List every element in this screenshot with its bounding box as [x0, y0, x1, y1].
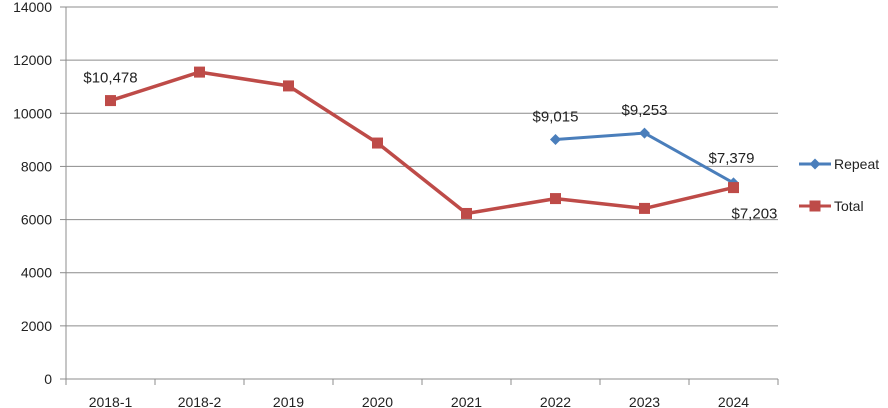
marker-total-2020 — [372, 137, 383, 149]
x-tick-label-2018-2: 2018-2 — [178, 394, 222, 408]
x-tick-label-2024: 2024 — [718, 394, 749, 408]
y-tick-label-10000: 10000 — [13, 105, 52, 121]
legend-marker-total — [809, 200, 821, 212]
series-lines — [109, 70, 735, 216]
x-tick-label-2018-1: 2018-1 — [89, 394, 133, 408]
series-line-repeat — [555, 131, 735, 185]
y-tick-label-6000: 6000 — [21, 212, 52, 228]
marker-total-2018-2 — [194, 66, 205, 78]
data-label-total-2024: $7,203 — [732, 206, 778, 223]
data-label-total-2018-1: $10,478 — [83, 70, 137, 87]
legend-marker-repeat — [809, 158, 821, 170]
y-tick-label-2000: 2000 — [21, 318, 52, 334]
x-tick-label-2019: 2019 — [273, 394, 304, 408]
y-tick-label-14000: 14000 — [13, 0, 52, 15]
data-label-repeat-2023: $9,253 — [622, 102, 668, 119]
axes — [60, 6, 779, 385]
legend: Repeat Total — [799, 156, 879, 214]
marker-total-2018-1 — [105, 95, 116, 107]
x-tick-label-2020: 2020 — [362, 394, 393, 408]
marker-total-2019 — [283, 80, 294, 92]
legend-label-total: Total — [834, 198, 864, 214]
series-line-total — [109, 70, 734, 216]
y-tick-label-0: 0 — [44, 371, 52, 387]
legend-label-repeat: Repeat — [834, 156, 879, 172]
y-axis-tick-labels: 0 2000 4000 6000 8000 10000 12000 14000 — [13, 0, 52, 387]
y-tick-label-4000: 4000 — [21, 265, 52, 281]
data-labels: $9,015 $9,253 $7,379 $10,478 $7,203 — [83, 70, 777, 223]
gridlines — [66, 6, 778, 327]
x-tick-label-2022: 2022 — [540, 394, 571, 408]
y-tick-label-8000: 8000 — [21, 158, 52, 174]
marker-repeat-2023 — [639, 127, 650, 139]
marker-total-2023 — [639, 202, 650, 214]
marker-repeat-2022 — [550, 133, 561, 145]
x-axis-tick-labels: 2018-1 2018-2 2019 2020 2021 2022 2023 2024 — [89, 394, 750, 408]
marker-total-2021 — [461, 207, 472, 219]
marker-total-2022 — [550, 193, 561, 205]
x-tick-label-2021: 2021 — [451, 394, 482, 408]
y-tick-label-12000: 12000 — [13, 52, 52, 68]
data-label-repeat-2022: $9,015 — [533, 108, 579, 125]
x-tick-label-2023: 2023 — [629, 394, 660, 408]
series-markers — [105, 66, 739, 219]
marker-total-2024 — [728, 182, 739, 194]
data-label-repeat-2024: $7,379 — [709, 150, 755, 167]
